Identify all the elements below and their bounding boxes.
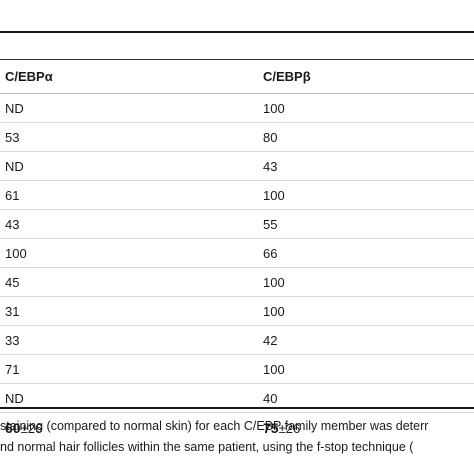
cell-alpha: 43 (5, 216, 20, 232)
cell-alpha: ND (5, 390, 24, 406)
total-alpha-sd: ±26 (20, 420, 43, 436)
table-header-row: C/EBPα C/EBPβ (0, 60, 474, 94)
cell-beta: 42 (263, 332, 278, 348)
cell-beta: 80 (263, 129, 278, 145)
table-top-rule (0, 31, 474, 33)
table-row: ND 40 (0, 384, 474, 413)
table-row: 53 80 (0, 123, 474, 152)
cell-beta: 43 (263, 158, 278, 174)
table-row: 100 66 (0, 239, 474, 268)
footnote-line-1: staining (compared to normal skin) for e… (0, 419, 429, 433)
cell-beta: 100 (263, 303, 285, 319)
table-total-row: 60 ±26 75 ±26 (0, 413, 474, 443)
cell-alpha: 71 (5, 361, 20, 377)
total-alpha-value: 60 (5, 420, 21, 436)
table-row: 31 100 (0, 297, 474, 326)
cell-beta: 55 (263, 216, 278, 232)
cell-beta: 100 (263, 274, 285, 290)
cell-beta: 66 (263, 245, 278, 261)
table-row: 43 55 (0, 210, 474, 239)
cell-alpha: 100 (5, 245, 27, 261)
table-row: 71 100 (0, 355, 474, 384)
cell-beta: 40 (263, 390, 278, 406)
cell-alpha: 33 (5, 332, 20, 348)
header-cebp-alpha: C/EBPα (5, 69, 53, 84)
table-footnote: staining (compared to normal skin) for e… (0, 416, 474, 458)
table-header-rule (0, 59, 474, 60)
table-bottom-rule (0, 407, 474, 409)
table-row: 61 100 (0, 181, 474, 210)
cell-alpha: 53 (5, 129, 20, 145)
cell-alpha: 31 (5, 303, 20, 319)
table-row: 45 100 (0, 268, 474, 297)
total-beta-value: 75 (263, 420, 279, 436)
table-row: 33 42 (0, 326, 474, 355)
header-cebp-beta: C/EBPβ (263, 69, 311, 84)
total-beta-sd: ±26 (278, 420, 301, 436)
cell-beta: 100 (263, 100, 285, 116)
cell-beta: 100 (263, 361, 285, 377)
total-alpha: 60 ±26 (5, 413, 42, 443)
data-table: C/EBPα C/EBPβ ND 100 53 80 ND 43 61 100 … (0, 60, 474, 443)
cell-alpha: 61 (5, 187, 20, 203)
cell-beta: 100 (263, 187, 285, 203)
cell-alpha: 45 (5, 274, 20, 290)
table-row: ND 100 (0, 94, 474, 123)
cell-alpha: ND (5, 100, 24, 116)
total-beta: 75 ±26 (263, 413, 300, 443)
table-row: ND 43 (0, 152, 474, 181)
cell-alpha: ND (5, 158, 24, 174)
footnote-line-2: nd normal hair follicles within the same… (0, 440, 414, 454)
